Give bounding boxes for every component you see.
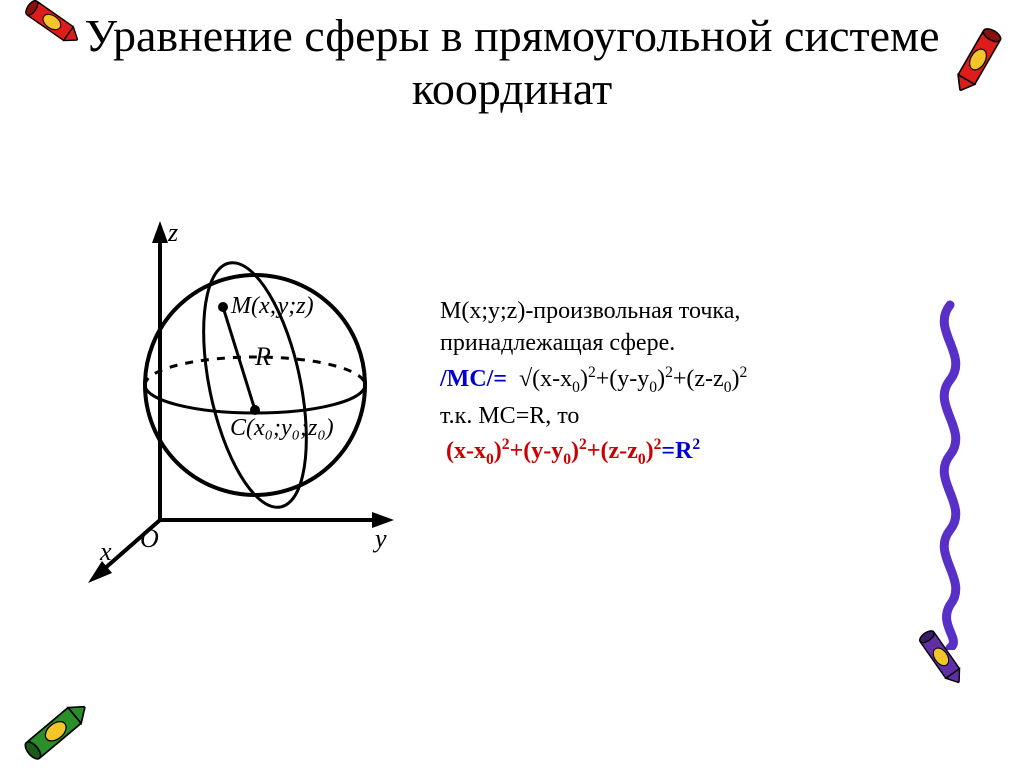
radius-label: R — [254, 342, 271, 371]
axis-z-label: z — [167, 218, 178, 247]
point-c-label: C(x₀;y₀;z₀) — [230, 415, 334, 441]
slide-title: Уравнение сферы в прямоугольной системе … — [0, 0, 1024, 116]
text-block: M(x;y;z)-произвольная точка, принадлежащ… — [440, 215, 904, 600]
since-line: т.к. MC=R, то — [440, 400, 904, 432]
mc-distance-line: /MC/= √(x-x0)2+(y-y0)2+(z-z0)2 — [440, 362, 904, 398]
squiggle-icon — [928, 300, 972, 650]
axis-x-label: x — [99, 537, 112, 566]
desc-line-1: M(x;y;z)-произвольная точка, принадлежащ… — [440, 295, 904, 360]
axis-y-label: y — [372, 524, 387, 553]
crayon-icon — [9, 694, 96, 774]
axis-origin-label: O — [140, 524, 159, 553]
point-m-label: M(x;y;z) — [230, 293, 314, 319]
final-equation: (x-x0)2+(y-y0)2+(z-z0)2=R2 — [440, 434, 904, 470]
coordinate-diagram: z y x O M(x;y;z) C(x₀;y₀;z₀) R — [50, 215, 410, 595]
diagram-area: z y x O M(x;y;z) C(x₀;y₀;z₀) R — [50, 215, 410, 600]
